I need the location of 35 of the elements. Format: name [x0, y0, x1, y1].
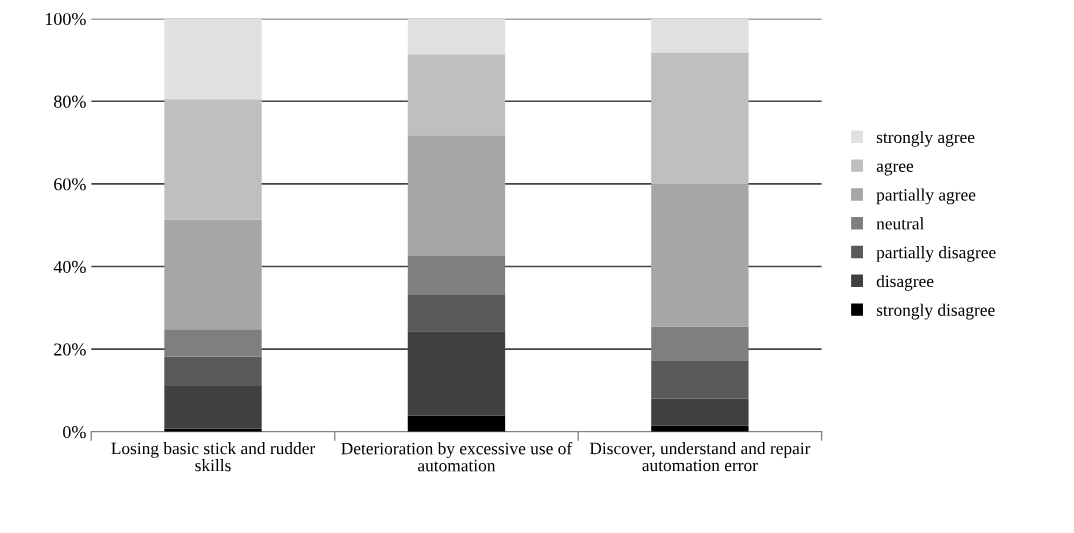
- legend-label: strongly agree: [876, 130, 975, 147]
- bar: [164, 428, 262, 432]
- y-tick-label: 20%: [54, 343, 86, 356]
- bar: [164, 329, 262, 357]
- bar: [651, 326, 749, 361]
- legend-label: neutral: [876, 217, 924, 230]
- legend-label: partially agree: [876, 188, 976, 205]
- bar: [164, 99, 262, 220]
- bar: [407, 135, 506, 256]
- y-tick-label: 100%: [45, 12, 86, 26]
- bar: [164, 385, 262, 429]
- y-tick-label: 40%: [53, 260, 86, 273]
- x-tick-label: Discover, understand and repair automation error: [589, 442, 811, 472]
- bar: [651, 184, 749, 327]
- y-tick-label: 60%: [54, 178, 86, 191]
- legend-label: strongly disagree: [876, 303, 995, 320]
- bar: [651, 52, 749, 185]
- bar: [651, 360, 749, 399]
- bar: [164, 219, 262, 330]
- x-tick-label: Losing basic stick and rudder skills: [111, 442, 316, 472]
- legend-label: agree: [876, 162, 914, 176]
- y-tick-label: 0%: [63, 425, 86, 439]
- bar: [407, 255, 506, 295]
- legend-label: partially disagree: [876, 246, 996, 262]
- legend-label: disagree: [876, 274, 934, 291]
- bar: [164, 356, 262, 386]
- bar: [407, 54, 506, 136]
- bar: [407, 294, 506, 332]
- bar: [651, 18, 749, 53]
- bar: [407, 18, 506, 55]
- bar: [164, 18, 262, 100]
- y-tick-label: 80%: [54, 95, 86, 108]
- bar: [651, 398, 749, 426]
- x-tick-label: Deterioration by excessive use of automation: [341, 442, 573, 472]
- bar: [407, 415, 506, 432]
